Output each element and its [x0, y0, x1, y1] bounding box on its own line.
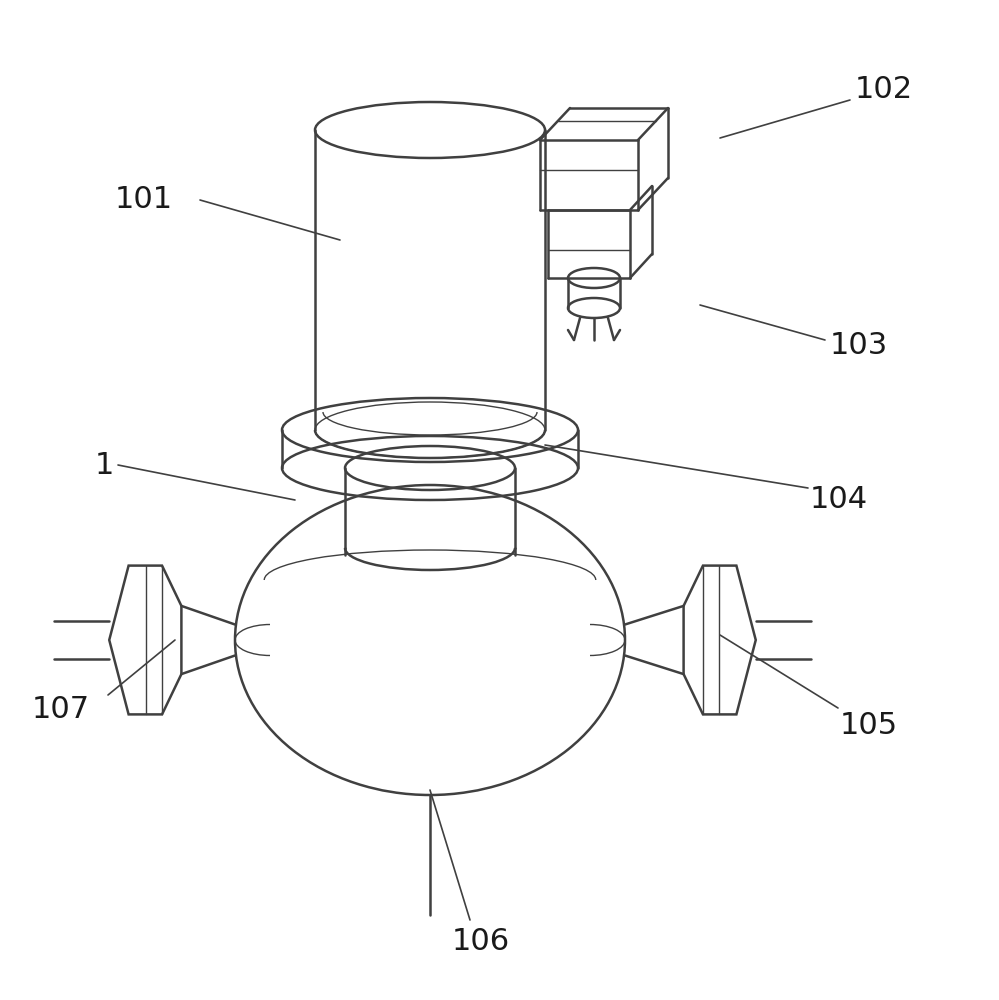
Text: 106: 106	[452, 928, 510, 956]
Text: 104: 104	[810, 486, 868, 514]
Text: 105: 105	[840, 710, 898, 740]
Text: 103: 103	[830, 330, 888, 360]
Text: 1: 1	[95, 450, 114, 480]
Text: 107: 107	[32, 696, 90, 724]
Text: 102: 102	[855, 76, 913, 104]
Text: 101: 101	[115, 186, 173, 215]
